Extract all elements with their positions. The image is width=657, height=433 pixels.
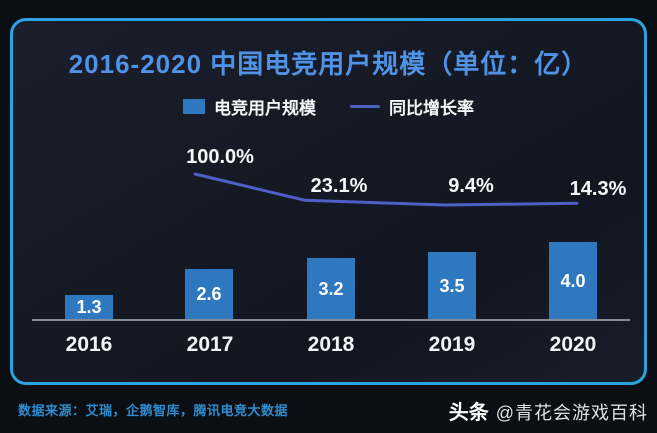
legend-label-growth: 同比增长率 (389, 98, 474, 118)
x-tick-2017: 2017 (186, 333, 234, 356)
bar-series-swatch-icon (183, 98, 205, 114)
bar-2016: 1.3 (65, 295, 113, 320)
x-tick-2018: 2018 (307, 333, 355, 356)
x-axis-line (32, 319, 630, 321)
bar-value-label: 3.5 (439, 275, 465, 296)
bar-2017: 2.6 (185, 269, 233, 320)
legend-item-users: 电竞用户规模 (183, 94, 316, 119)
page-title: 2016-2020 中国电竞用户规模（单位：亿） (68, 49, 589, 79)
x-tick-2020: 2020 (549, 333, 597, 356)
legend-label-users: 电竞用户规模 (214, 98, 316, 118)
watermark: 头条 @青花会游戏百科 (449, 396, 648, 425)
bar-2020: 4.0 (549, 242, 597, 320)
bar-value-label: 1.3 (76, 297, 102, 317)
watermark-brand: 头条 (448, 402, 489, 424)
watermark-account: @青花会游戏百科 (495, 403, 648, 423)
growth-label-2020: 14.3% (569, 178, 627, 200)
bar-value-label: 4.0 (560, 270, 586, 291)
bar-value-label: 2.6 (196, 284, 222, 304)
x-tick-2019: 2019 (428, 333, 476, 356)
bar-value-label: 3.2 (318, 278, 344, 299)
growth-label-2017: 100.0% (186, 146, 254, 168)
x-tick-2016: 2016 (65, 333, 113, 356)
bar-2019: 3.5 (428, 252, 476, 320)
bar-2018: 3.2 (307, 258, 355, 320)
growth-label-2019: 9.4% (448, 175, 494, 197)
growth-label-2018: 23.1% (310, 175, 368, 197)
chart-legend: 电竞用户规模 同比增长率 (0, 94, 657, 118)
legend-item-growth: 同比增长率 (350, 94, 474, 119)
line-series-swatch-icon (350, 104, 380, 108)
data-source-note: 数据来源：艾瑞，企鹅智库，腾讯电竞大数据 (18, 403, 289, 418)
